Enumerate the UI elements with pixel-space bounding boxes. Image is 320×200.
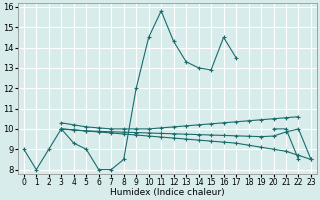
X-axis label: Humidex (Indice chaleur): Humidex (Indice chaleur) [110,188,225,197]
